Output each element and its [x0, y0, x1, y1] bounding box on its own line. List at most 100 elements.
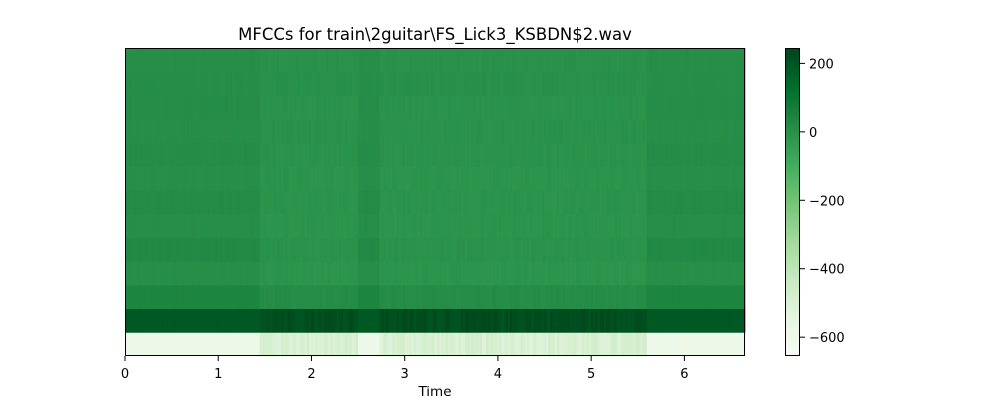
heatmap-cell: [518, 308, 521, 333]
heatmap-cell: [687, 119, 690, 144]
heatmap-cell: [214, 190, 218, 215]
heatmap-cell: [691, 48, 695, 73]
heatmap-cell: [529, 119, 532, 144]
heatmap-cell: [266, 142, 269, 167]
heatmap-cell: [272, 119, 276, 144]
heatmap-cell: [313, 261, 316, 286]
heatmap-cell: [541, 48, 545, 73]
heatmap-cell: [317, 95, 320, 120]
heatmap-cell: [633, 95, 637, 120]
heatmap-cell: [464, 71, 468, 96]
heatmap-cell: [358, 95, 361, 120]
heatmap-cell: [321, 284, 325, 310]
heatmap-cell: [441, 95, 444, 120]
heatmap-cell: [387, 71, 391, 96]
heatmap-cell: [597, 332, 601, 357]
heatmap-cell: [591, 308, 594, 333]
heatmap-cell: [206, 71, 209, 96]
heatmap-cell: [148, 261, 152, 286]
heatmap-cell: [670, 261, 673, 286]
heatmap-cell: [313, 71, 316, 96]
heatmap-cell: [208, 119, 211, 144]
colorbar-tick-label: −600: [809, 331, 845, 346]
heatmap-cell: [680, 237, 684, 262]
heatmap-cell: [501, 308, 504, 333]
heatmap-cell: [236, 190, 239, 215]
heatmap-cell: [638, 48, 641, 73]
heatmap-cell: [571, 48, 575, 73]
heatmap-cell: [559, 261, 562, 286]
heatmap-cell: [201, 332, 205, 357]
heatmap-cell: [283, 119, 286, 144]
heatmap-cell: [514, 213, 517, 238]
heatmap-cell: [167, 308, 171, 333]
heatmap-cell: [351, 213, 355, 238]
heatmap-cell: [464, 308, 468, 333]
heatmap-cell: [706, 166, 710, 191]
heatmap-cell: [234, 237, 237, 262]
heatmap-cell: [452, 213, 455, 238]
heatmap-cell: [150, 166, 154, 191]
heatmap-cell: [586, 166, 590, 191]
heatmap-cell: [638, 308, 641, 333]
heatmap-cell: [398, 308, 402, 333]
heatmap-cell: [601, 332, 605, 357]
heatmap-cell: [142, 237, 145, 262]
heatmap-cell: [392, 213, 395, 238]
heatmap-cell: [383, 95, 387, 120]
heatmap-cell: [402, 261, 406, 286]
heatmap-cell: [505, 119, 509, 144]
heatmap-cell: [300, 284, 303, 310]
heatmap-cell: [569, 284, 573, 310]
heatmap-cell: [599, 119, 603, 144]
heatmap-cell: [424, 71, 427, 96]
heatmap-cell: [732, 95, 735, 120]
heatmap-cell: [204, 213, 207, 238]
heatmap-cell: [584, 166, 588, 191]
heatmap-cell: [137, 308, 141, 333]
heatmap-cell: [204, 332, 207, 357]
heatmap-cell: [426, 48, 429, 73]
heatmap-cell: [593, 166, 596, 191]
heatmap-cell: [655, 332, 658, 357]
heatmap-cell: [201, 142, 205, 167]
heatmap-cell: [172, 332, 175, 357]
heatmap-cell: [311, 166, 314, 191]
heatmap-cell: [702, 95, 705, 120]
heatmap-cell: [704, 308, 707, 333]
heatmap-cell: [712, 166, 716, 191]
heatmap-cell: [289, 237, 293, 262]
heatmap-cell: [533, 190, 536, 215]
heatmap-cell: [730, 119, 733, 144]
heatmap-cell: [462, 71, 466, 96]
heatmap-cell: [492, 190, 496, 215]
heatmap-cell: [276, 261, 280, 286]
heatmap-cell: [199, 308, 203, 333]
heatmap-cell: [616, 237, 620, 262]
heatmap-cell: [219, 119, 222, 144]
heatmap-cell: [633, 119, 637, 144]
heatmap-cell: [375, 142, 378, 167]
heatmap-cell: [573, 237, 577, 262]
heatmap-cell: [522, 261, 526, 286]
heatmap-cell: [355, 48, 359, 73]
heatmap-cell: [700, 48, 703, 73]
heatmap-cell: [556, 71, 560, 96]
heatmap-cell: [445, 284, 449, 310]
heatmap-cell: [405, 48, 408, 73]
heatmap-cell: [492, 95, 496, 120]
heatmap-cell: [157, 119, 160, 144]
heatmap-cell: [603, 332, 607, 357]
heatmap-cell: [176, 119, 179, 144]
heatmap-cell: [443, 71, 447, 96]
heatmap-cell: [625, 166, 628, 191]
heatmap-cell: [261, 48, 265, 73]
heatmap-cell: [150, 95, 154, 120]
heatmap-cell: [471, 142, 474, 167]
heatmap-cell: [584, 190, 588, 215]
heatmap-cell: [606, 71, 609, 96]
heatmap-cell: [708, 142, 712, 167]
heatmap-cell: [133, 284, 137, 310]
heatmap-cell: [516, 237, 519, 262]
heatmap-cell: [599, 237, 603, 262]
